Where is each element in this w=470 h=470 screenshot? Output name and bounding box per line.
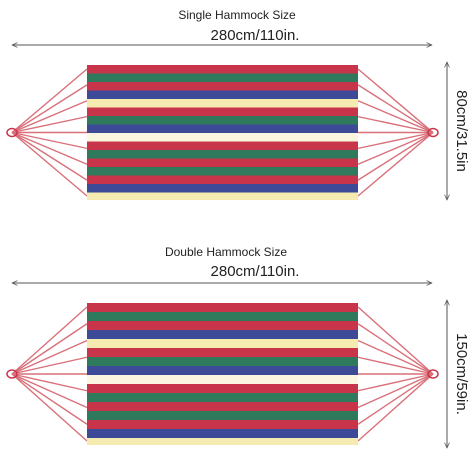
rope	[11, 131, 88, 165]
stripe	[87, 150, 358, 159]
ropes	[6, 68, 439, 442]
rope	[11, 323, 88, 375]
stripe	[87, 312, 358, 321]
stripe	[87, 184, 358, 193]
double-height-label: 150cm/59in.	[453, 333, 470, 415]
rope	[11, 373, 88, 392]
stripe	[87, 116, 358, 125]
rope	[11, 356, 88, 375]
stripe	[87, 366, 358, 375]
stripe	[87, 429, 358, 438]
stripe	[87, 411, 358, 420]
rope	[357, 131, 434, 165]
stripe	[87, 90, 358, 99]
rope	[357, 356, 434, 375]
ring	[427, 369, 439, 379]
rope	[357, 373, 434, 425]
double-width-label: 280cm/110in.	[211, 263, 300, 280]
stripe	[87, 348, 358, 357]
single-height-label: 80cm/31.5in	[453, 90, 470, 172]
stripe	[87, 133, 358, 142]
rope	[11, 339, 88, 375]
rope	[11, 84, 88, 134]
stripe	[87, 384, 358, 393]
stripe	[87, 99, 358, 108]
stripe	[87, 167, 358, 176]
rope	[357, 131, 434, 181]
rope	[11, 131, 88, 150]
stripe	[87, 73, 358, 82]
hammock-bodies	[87, 65, 358, 445]
rope	[357, 84, 434, 134]
rope	[357, 131, 434, 197]
stripe	[87, 375, 358, 384]
rope	[11, 306, 88, 375]
rope	[11, 100, 88, 134]
stripe	[87, 82, 358, 91]
stripe	[87, 339, 358, 348]
stripe	[87, 107, 358, 116]
stripe	[87, 438, 358, 445]
stripe	[87, 321, 358, 330]
stripe	[87, 124, 358, 133]
stripe	[87, 192, 358, 200]
rope	[357, 131, 434, 150]
rope	[11, 115, 88, 134]
stripe	[87, 357, 358, 366]
stripe	[87, 175, 358, 184]
stripe	[87, 420, 358, 429]
rope	[11, 373, 88, 425]
ring	[6, 127, 18, 138]
rope	[357, 100, 434, 134]
ring	[427, 127, 439, 138]
stripe	[87, 303, 358, 312]
rope	[357, 373, 434, 442]
ring	[6, 369, 18, 379]
stripe	[87, 65, 358, 74]
rope	[357, 306, 434, 375]
rope	[11, 131, 88, 197]
rope	[357, 323, 434, 375]
rope	[357, 68, 434, 134]
stripe	[87, 393, 358, 402]
single-title: Single Hammock Size	[178, 8, 296, 22]
stripe	[87, 330, 358, 339]
rope	[357, 373, 434, 409]
stripe	[87, 141, 358, 150]
stripe	[87, 158, 358, 167]
rope	[357, 115, 434, 134]
stripe	[87, 402, 358, 411]
rope	[11, 68, 88, 134]
rope	[357, 339, 434, 375]
rope	[11, 131, 88, 181]
rope	[11, 373, 88, 442]
double-title: Double Hammock Size	[165, 245, 287, 259]
rope	[357, 373, 434, 392]
single-width-label: 280cm/110in.	[211, 27, 300, 44]
rope	[11, 373, 88, 409]
